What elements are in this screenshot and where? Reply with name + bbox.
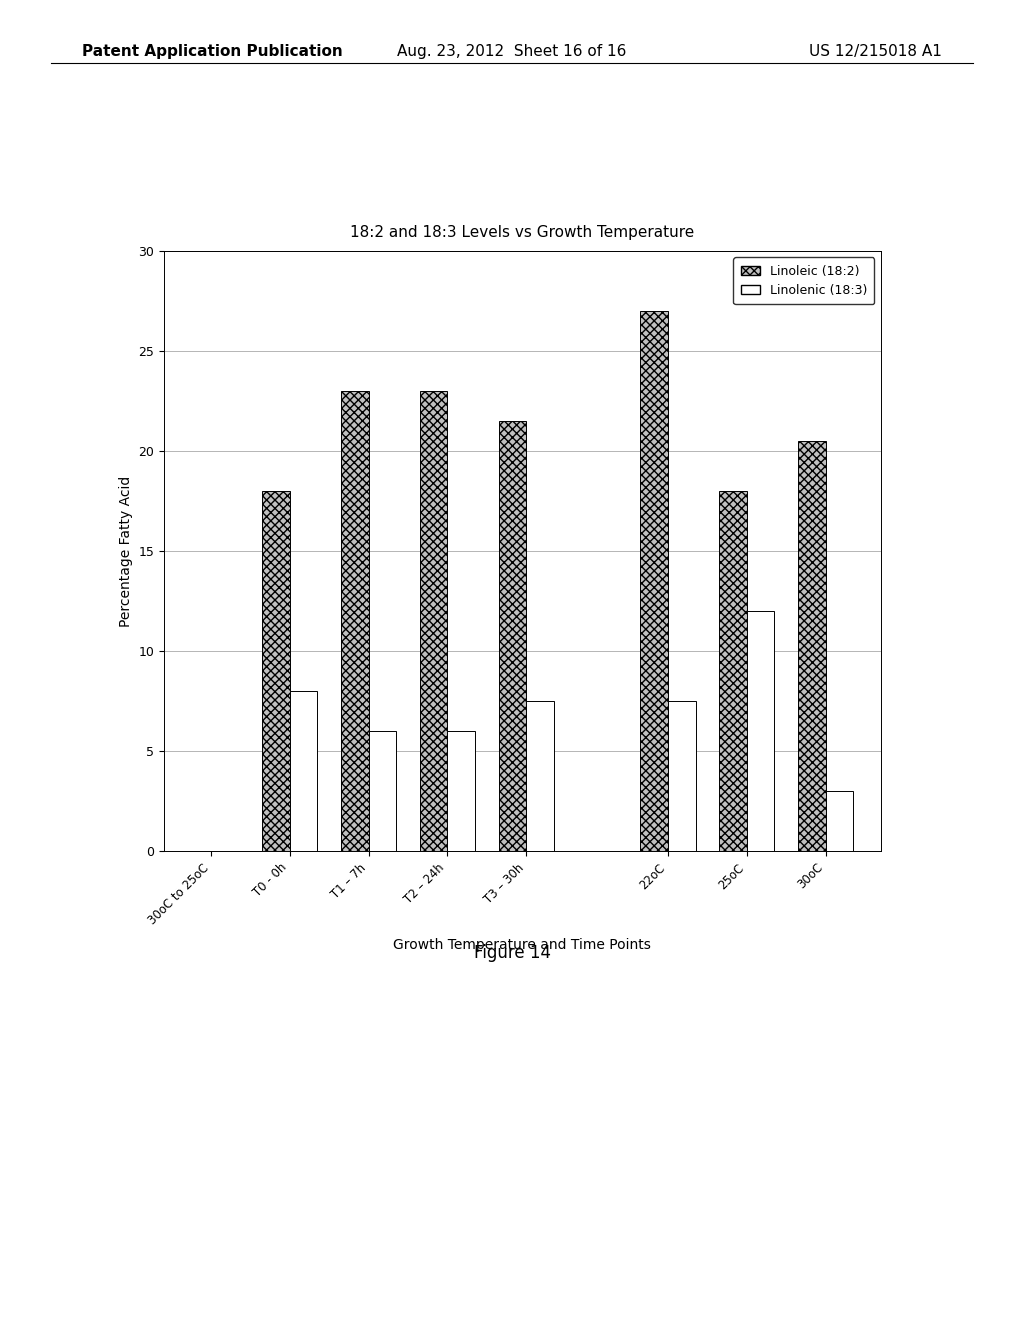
Bar bbox=[290, 692, 317, 851]
Text: Figure 14: Figure 14 bbox=[473, 944, 551, 962]
Bar bbox=[640, 310, 668, 851]
Bar bbox=[262, 491, 290, 851]
Bar bbox=[746, 611, 774, 851]
X-axis label: Growth Temperature and Time Points: Growth Temperature and Time Points bbox=[393, 937, 651, 952]
Bar bbox=[825, 792, 853, 851]
Bar bbox=[668, 701, 695, 851]
Bar bbox=[369, 731, 396, 851]
Bar bbox=[499, 421, 526, 851]
Title: 18:2 and 18:3 Levels vs Growth Temperature: 18:2 and 18:3 Levels vs Growth Temperatu… bbox=[350, 224, 694, 240]
Legend: Linoleic (18:2), Linolenic (18:3): Linoleic (18:2), Linolenic (18:3) bbox=[733, 257, 874, 305]
Bar bbox=[798, 441, 825, 851]
Bar bbox=[341, 391, 369, 851]
Y-axis label: Percentage Fatty Acid: Percentage Fatty Acid bbox=[119, 475, 133, 627]
Text: Patent Application Publication: Patent Application Publication bbox=[82, 44, 343, 58]
Bar bbox=[719, 491, 746, 851]
Bar bbox=[526, 701, 554, 851]
Text: Aug. 23, 2012  Sheet 16 of 16: Aug. 23, 2012 Sheet 16 of 16 bbox=[397, 44, 627, 58]
Bar bbox=[447, 731, 475, 851]
Text: US 12/215018 A1: US 12/215018 A1 bbox=[809, 44, 942, 58]
Bar bbox=[420, 391, 447, 851]
